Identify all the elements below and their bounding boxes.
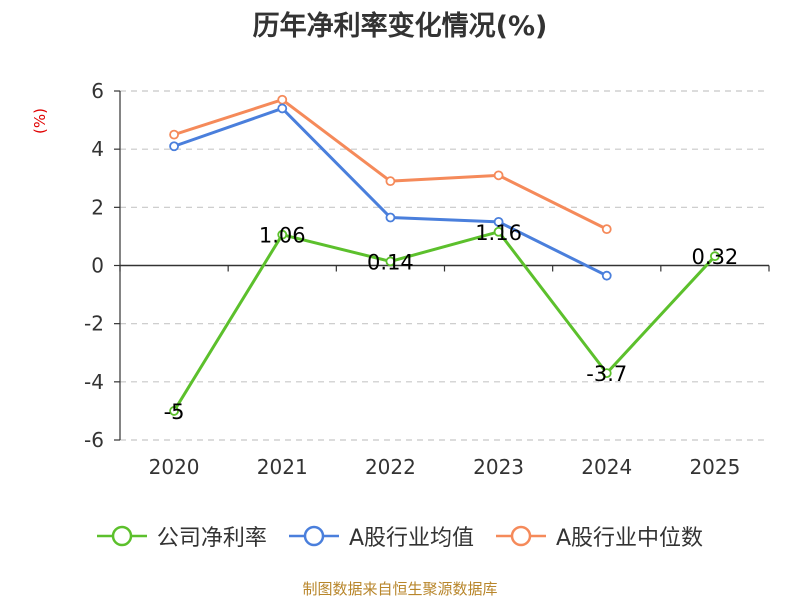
y-tick-label: 2	[91, 195, 104, 219]
legend-marker-company	[96, 525, 147, 547]
data-point[interactable]	[493, 226, 504, 237]
x-tick-label: 2022	[365, 455, 416, 479]
data-point[interactable]	[169, 141, 179, 152]
data-point[interactable]	[169, 129, 179, 140]
data-point[interactable]	[601, 224, 612, 235]
x-tick-label: 2024	[581, 455, 632, 479]
data-source-note: 制图数据来自恒生聚源数据库	[302, 580, 498, 598]
data-point[interactable]	[277, 229, 288, 240]
data-label: 0.14	[367, 250, 414, 274]
legend-item-industry-mean[interactable]: A股行业均值	[288, 520, 474, 552]
data-label: 1.16	[475, 221, 522, 245]
data-point[interactable]	[710, 251, 720, 262]
series-lines	[169, 94, 720, 416]
legend-label-industry-mean: A股行业均值	[348, 526, 474, 551]
data-label: 1.06	[259, 224, 306, 248]
data-point[interactable]	[277, 103, 288, 114]
axes: 6 4 2 0 -2 -4 -6 2020 2021 2022 2023 2024 2025	[84, 79, 770, 479]
y-tick-label: 0	[91, 254, 104, 278]
data-labels: -5 1.06 0.14 1.16 -3.7 0.32	[164, 221, 739, 424]
x-tick-label: 2023	[473, 455, 524, 479]
legend-item-industry-median[interactable]: A股行业中位数	[496, 520, 703, 552]
legend-label-company: 公司净利率	[156, 526, 267, 551]
data-point[interactable]	[277, 94, 288, 105]
legend-label-industry-median: A股行业中位数	[556, 526, 704, 551]
y-tick-label: 4	[91, 137, 104, 161]
data-point[interactable]	[493, 216, 504, 227]
legend-marker-industry-median	[496, 525, 546, 547]
chart-title: 历年净利率变化情况(%)	[252, 11, 548, 42]
data-point[interactable]	[601, 368, 612, 379]
series-1	[169, 103, 612, 281]
x-tick-label: 2025	[689, 455, 740, 479]
series-0	[169, 226, 720, 416]
data-point[interactable]	[493, 170, 504, 181]
data-point[interactable]	[385, 212, 396, 223]
data-label: 0.32	[692, 245, 739, 269]
legend-marker-industry-mean	[288, 525, 339, 547]
y-tick-label: -4	[84, 370, 104, 394]
x-tick-label: 2021	[257, 455, 308, 479]
data-label: -3.7	[586, 362, 627, 386]
data-label: -5	[164, 400, 185, 424]
line-chart: 6 4 2 0 -2 -4 -6 2020 2021 2022 2023 2024 2025 -5 1.0…	[84, 79, 770, 479]
data-point[interactable]	[601, 270, 612, 281]
data-point[interactable]	[385, 176, 396, 187]
y-tick-label: -6	[84, 428, 104, 452]
grid-lines	[120, 90, 769, 441]
legend-item-company[interactable]: 公司净利率	[96, 520, 267, 552]
series-line	[173, 98, 608, 231]
legend: 公司净利率 A股行业均值 A股行业中位数	[0, 520, 800, 552]
series-line	[172, 230, 717, 412]
y-tick-label: 6	[91, 79, 104, 103]
x-tick-label: 2020	[149, 455, 200, 479]
y-tick-label: -2	[84, 312, 104, 336]
data-point[interactable]	[385, 256, 396, 267]
data-point[interactable]	[169, 406, 179, 416]
series-2	[169, 94, 612, 235]
